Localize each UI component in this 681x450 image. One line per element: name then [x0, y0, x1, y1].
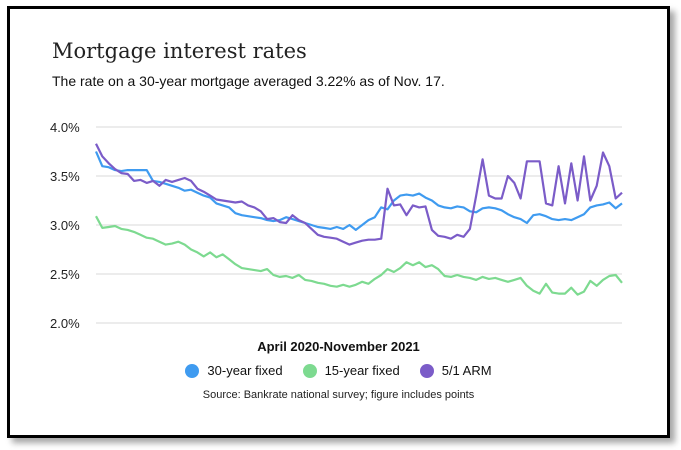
- y-tick-label: 2.0%: [50, 316, 80, 331]
- legend-label-30-year: 30-year fixed: [207, 363, 283, 378]
- legend-label-15-year: 15-year fixed: [324, 363, 400, 378]
- chart-title: Mortgage interest rates: [52, 39, 307, 63]
- legend-label-arm: 5/1 ARM: [441, 363, 492, 378]
- x-axis-label: April 2020-November 2021: [257, 339, 420, 354]
- legend: 30-year fixed 15-year fixed 5/1 ARM: [10, 363, 667, 378]
- legend-item-arm: 5/1 ARM: [419, 363, 492, 378]
- legend-item-30-year: 30-year fixed: [185, 363, 283, 378]
- chart-subtitle: The rate on a 30-year mortgage averaged …: [52, 73, 445, 89]
- chart-frame: Mortgage interest rates The rate on a 30…: [7, 6, 670, 438]
- legend-item-15-year: 15-year fixed: [302, 363, 400, 378]
- y-tick-label: 3.5%: [50, 169, 80, 184]
- line-chart: 4.0% 3.5% 3.0% 2.5% 2.0%: [50, 120, 623, 331]
- legend-swatch-15-year: [302, 363, 317, 378]
- legend-swatch-arm: [419, 363, 434, 378]
- y-tick-label: 2.5%: [50, 267, 80, 282]
- series-line-0: [94, 151, 623, 231]
- series-line-1: [95, 215, 623, 296]
- y-tick-label: 4.0%: [50, 120, 80, 135]
- series-line-2: [95, 143, 623, 246]
- source-note: Source: Bankrate national survey; figure…: [202, 389, 475, 401]
- y-tick-label: 3.0%: [50, 218, 80, 233]
- legend-swatch-30-year: [185, 363, 200, 378]
